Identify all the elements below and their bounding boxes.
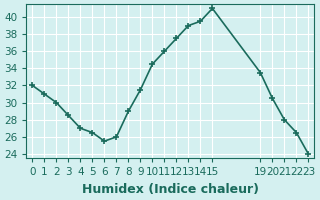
- X-axis label: Humidex (Indice chaleur): Humidex (Indice chaleur): [82, 183, 259, 196]
